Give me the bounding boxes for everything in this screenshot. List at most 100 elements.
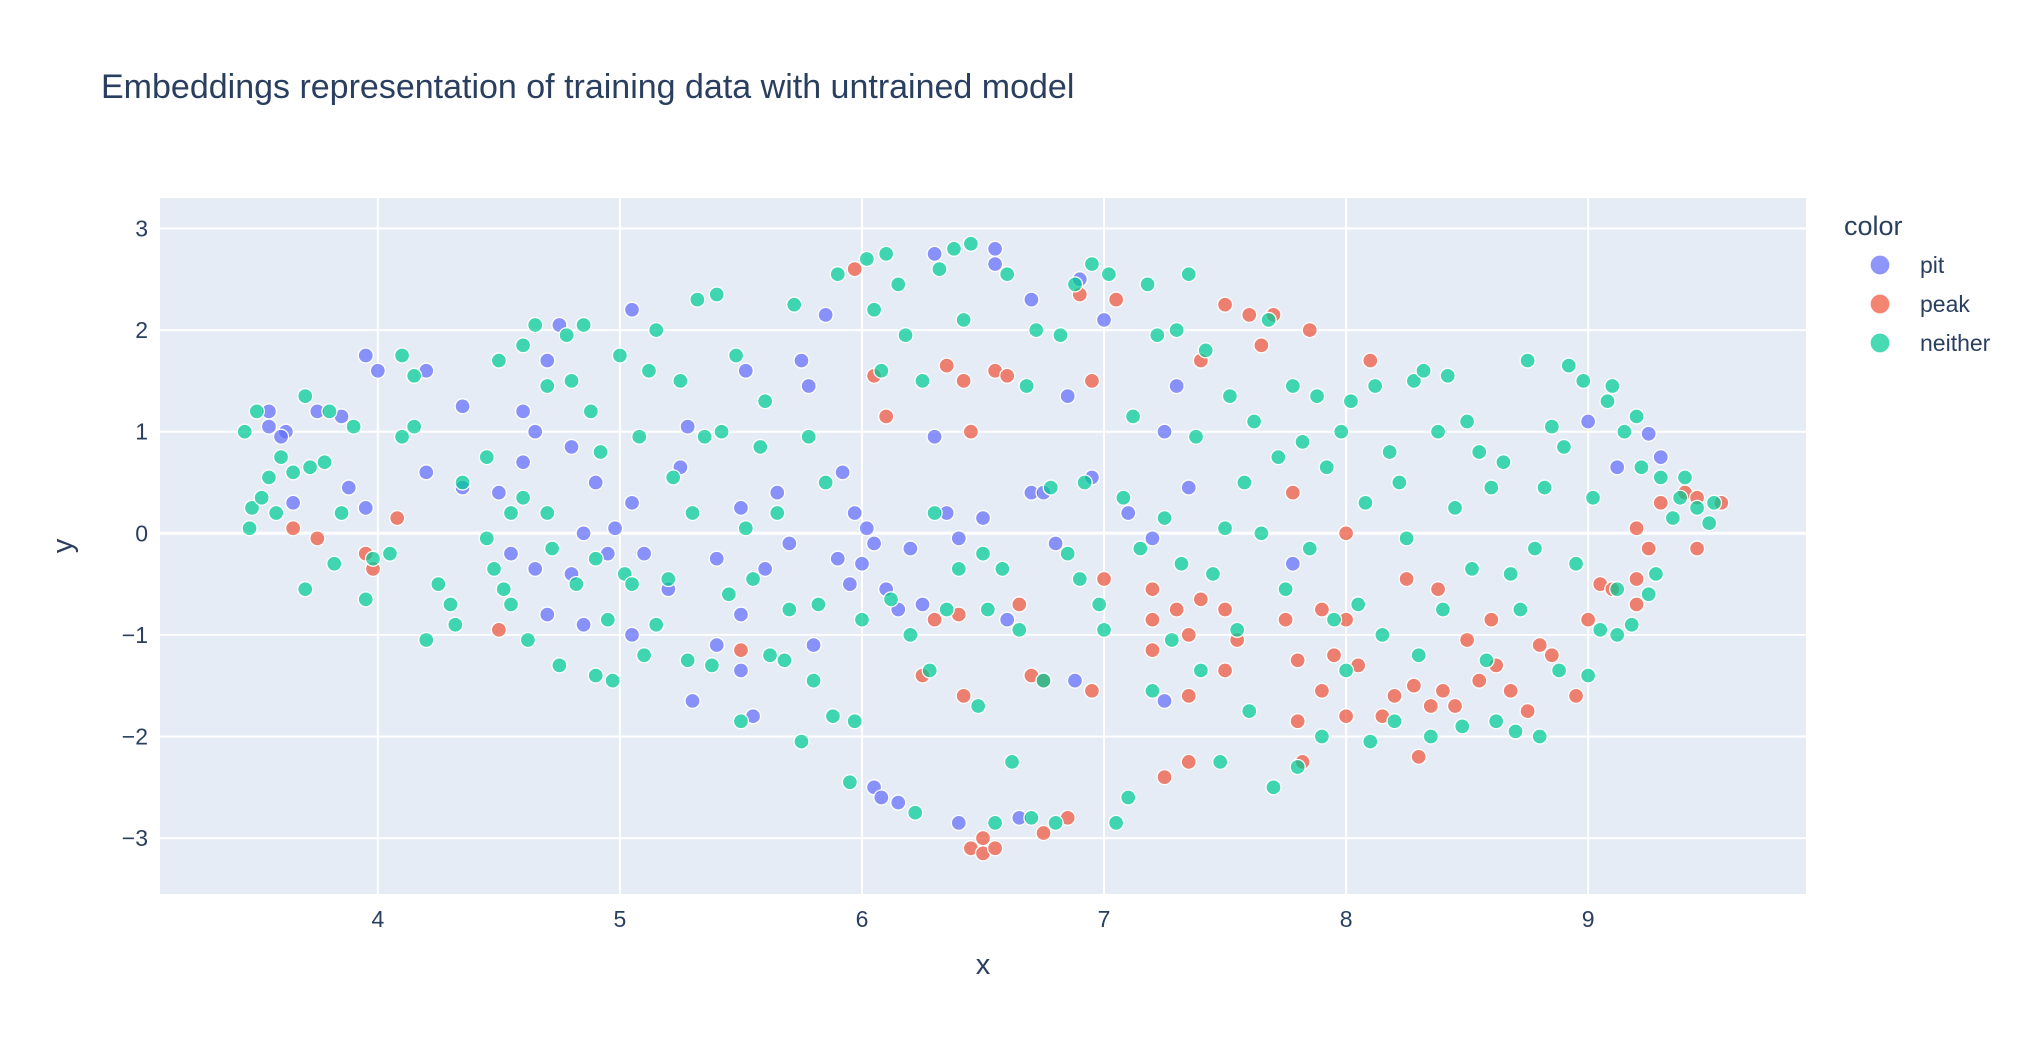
data-point-neither (1318, 459, 1335, 476)
data-point-neither (1221, 387, 1239, 405)
y-tick-label: 3 (135, 215, 148, 241)
data-point-neither (1011, 621, 1028, 638)
y-tick-label: 0 (135, 520, 148, 546)
grid-lines (160, 198, 1806, 894)
data-point-peak (955, 687, 972, 705)
data-point-neither (1180, 266, 1197, 283)
data-point-peak (926, 611, 943, 628)
data-point-neither (1604, 377, 1621, 395)
data-point-neither (897, 327, 914, 344)
data-point-pit (732, 662, 750, 679)
y-tick-label: −1 (122, 622, 148, 648)
data-point-neither (1415, 362, 1432, 379)
data-point-neither (708, 286, 725, 303)
data-point-peak (1640, 540, 1657, 557)
data-point-neither (1076, 474, 1093, 491)
data-point-neither (1333, 423, 1350, 440)
data-point-peak (732, 641, 750, 659)
data-point-neither (1003, 753, 1021, 771)
data-point-neither (1676, 469, 1694, 486)
data-point-neither (1512, 601, 1529, 618)
data-point-pit (902, 540, 919, 557)
data-point-neither (284, 464, 302, 481)
data-point-neither (568, 575, 585, 593)
axis-ticks: 4 5 6 7 8 9 −3 −2 −1 0 1 2 3 (122, 215, 1595, 932)
data-point-peak (1107, 291, 1125, 308)
data-point-neither (381, 545, 399, 562)
chart-title: Embeddings representation of training da… (101, 68, 1074, 106)
data-point-pit (817, 306, 834, 323)
data-point-neither (950, 560, 967, 578)
data-point-neither (841, 774, 859, 791)
data-point-peak (309, 530, 326, 547)
data-point-peak (1284, 484, 1301, 501)
data-point-neither (1229, 621, 1246, 638)
data-point-neither (1042, 479, 1059, 496)
data-point-neither (1575, 372, 1592, 390)
data-point-peak (1422, 697, 1439, 715)
data-point-pit (340, 479, 357, 496)
data-point-neither (485, 560, 503, 578)
data-point-peak (1410, 748, 1427, 765)
data-point-neither (986, 814, 1004, 832)
data-point-neither (994, 560, 1011, 578)
data-point-pit (858, 520, 875, 537)
x-tick-label: 8 (1340, 906, 1353, 932)
data-point-pit (284, 494, 302, 511)
data-point-neither (1270, 448, 1287, 466)
data-point-neither (1483, 479, 1500, 496)
data-point-pit (454, 398, 471, 415)
data-point-neither (495, 581, 512, 598)
legend-marker-peak (1869, 293, 1891, 315)
data-point-pit (635, 545, 653, 562)
data-point-neither (955, 311, 972, 329)
data-point-neither (1265, 779, 1282, 796)
data-point-neither (611, 347, 629, 364)
data-point-pit (1609, 459, 1626, 476)
data-point-pit (841, 575, 859, 593)
data-point-neither (1204, 565, 1222, 583)
data-point-pit (1284, 555, 1301, 572)
data-point-neither (1398, 530, 1415, 547)
data-point-neither (805, 672, 822, 689)
data-point-neither (1052, 327, 1069, 344)
data-point-neither (297, 581, 314, 598)
data-point-neither (587, 667, 604, 684)
data-point-neither (1471, 443, 1488, 461)
data-point-neither (1342, 393, 1360, 410)
data-point-neither (648, 616, 665, 633)
data-point-neither (1550, 662, 1568, 679)
legend-marker-pit (1869, 254, 1891, 276)
data-point-neither (253, 489, 270, 506)
data-point-pit (1120, 504, 1137, 522)
x-tick-label: 6 (856, 906, 869, 932)
data-point-neither (1018, 377, 1035, 395)
data-point-neither (1628, 408, 1645, 425)
data-point-neither (817, 474, 834, 491)
data-point-neither (1337, 662, 1355, 679)
data-point-pit (539, 606, 556, 623)
data-point-neither (1623, 616, 1640, 633)
data-point-neither (447, 616, 464, 633)
data-point-peak (955, 372, 972, 390)
legend: pit peak neither (1869, 252, 1991, 356)
data-point-neither (727, 347, 745, 364)
data-point-peak (1446, 697, 1464, 715)
data-point-peak (986, 840, 1004, 857)
data-point-neither (393, 428, 411, 445)
data-point-neither (514, 489, 532, 506)
data-point-neither (248, 403, 265, 420)
data-point-pit (587, 474, 604, 491)
data-point-neither (631, 428, 648, 445)
data-point-neither (539, 504, 556, 522)
y-tick-label: 1 (135, 419, 148, 445)
data-point-neither (945, 240, 963, 257)
data-point-neither (829, 266, 846, 283)
data-point-neither (1350, 596, 1367, 613)
data-point-pit (890, 794, 907, 811)
data-point-neither (582, 403, 600, 420)
data-point-neither (640, 362, 658, 379)
data-point-neither (914, 372, 931, 390)
data-point-neither (1163, 631, 1180, 649)
data-point-neither (316, 454, 333, 471)
